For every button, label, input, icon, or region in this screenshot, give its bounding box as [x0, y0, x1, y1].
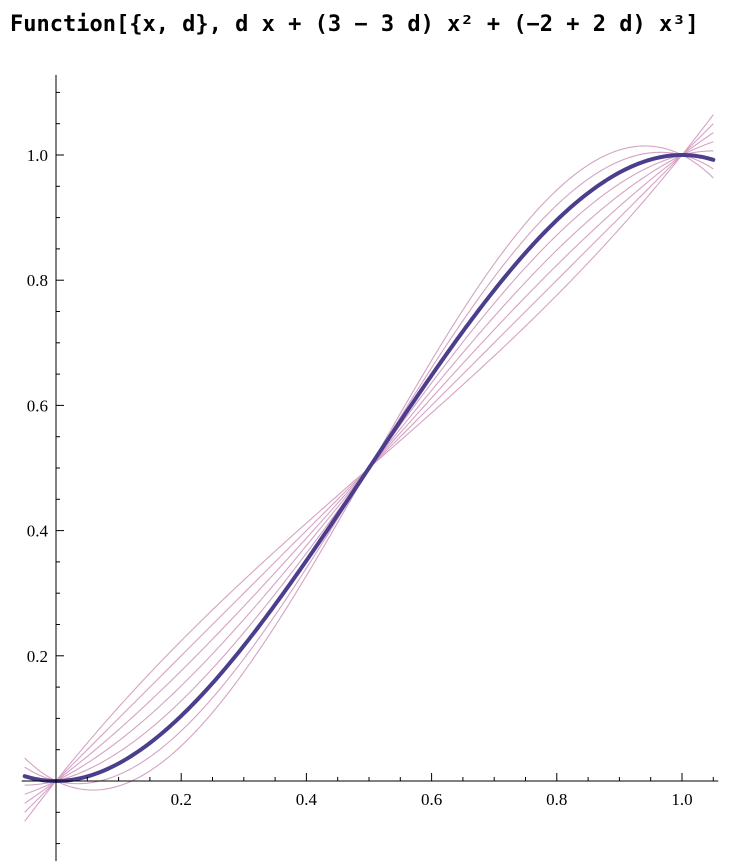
- x-tick-label: 0.8: [546, 790, 567, 809]
- function-expression-text: Function[{x, d}, d x + (3 − 3 d) x² + (−…: [10, 11, 699, 37]
- function-expression: Function[{x, d}, d x + (3 − 3 d) x² + (−…: [10, 2, 730, 46]
- x-tick-label: 0.6: [421, 790, 442, 809]
- y-tick-label: 0.4: [27, 522, 49, 541]
- x-tick-label: 0.4: [296, 790, 318, 809]
- y-tick-label: 0.8: [27, 271, 48, 290]
- highlighted-curve: [22, 153, 716, 783]
- x-tick-label: 1.0: [671, 790, 692, 809]
- y-tick-label: 1.0: [27, 146, 48, 165]
- x-tick-label: 0.2: [171, 790, 192, 809]
- axes-layer: 0.2 0.4 0.6 0.8 1.0 0.2 0.4 0.6 0.8 1.0: [21, 74, 719, 862]
- y-tick-label: 0.2: [27, 647, 48, 666]
- curves-layer: [22, 114, 716, 822]
- y-tick-label: 0.6: [27, 396, 48, 415]
